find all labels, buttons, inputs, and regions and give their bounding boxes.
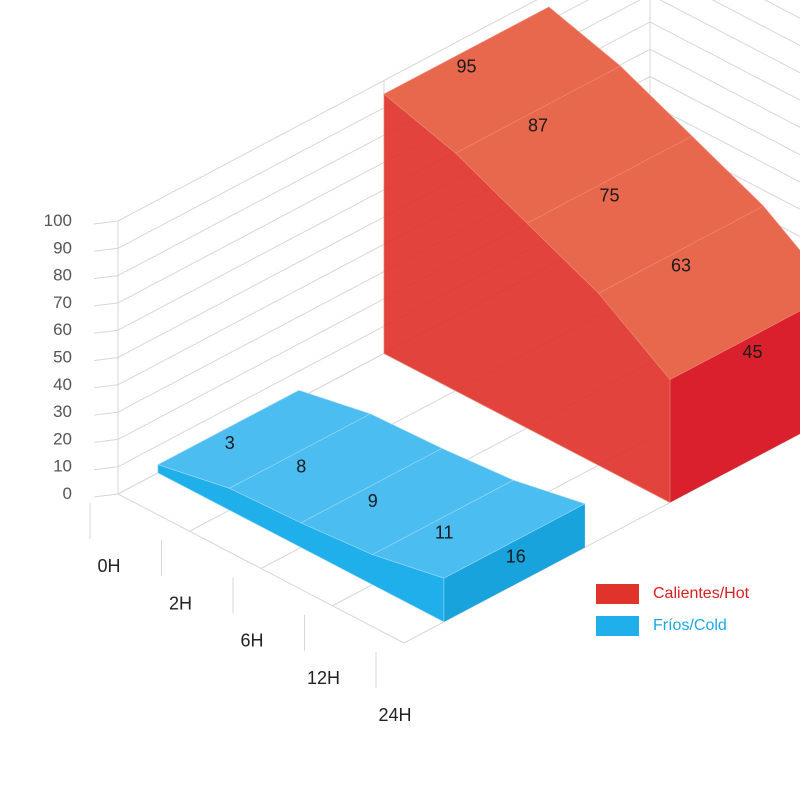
- cold-data-label: 11: [435, 523, 454, 543]
- ytick-mark: [93, 220, 119, 225]
- data-labels: 95 87 75 63 45 3 8 9 11 16: [225, 57, 763, 567]
- ytick-mark: [93, 247, 119, 252]
- ytick-label: 0: [63, 484, 72, 503]
- cold-data-label: 16: [506, 546, 526, 566]
- ytick-label: 100: [44, 211, 72, 230]
- cold-data-label: 9: [368, 491, 378, 511]
- legend-item-cold: Fríos/Cold: [596, 613, 796, 638]
- ytick-label: 40: [53, 375, 72, 394]
- legend-label-cold: Fríos/Cold: [653, 616, 727, 634]
- x-axis-ticks: 0H 2H 6H 12H 24H: [97, 556, 411, 725]
- xtick-label: 0H: [97, 556, 120, 576]
- hot-end-face: [670, 310, 800, 503]
- gridline-wall: [117, 0, 800, 222]
- ytick-label: 70: [53, 293, 72, 312]
- legend-swatch-cold: [596, 615, 639, 636]
- ytick-mark: [93, 493, 119, 498]
- legend-item-hot: Calientes/Hot: [596, 581, 796, 606]
- ytick-label: 50: [53, 348, 72, 367]
- ytick-mark: [93, 357, 119, 361]
- legend-swatch-hot: [596, 583, 639, 604]
- series-cold: [157, 389, 586, 623]
- cold-data-label: 8: [296, 456, 306, 476]
- hot-front-face: [383, 93, 671, 503]
- ytick-label: 90: [53, 238, 72, 257]
- ytick-mark: [93, 329, 119, 334]
- ytick-mark: [93, 466, 119, 471]
- ytick-mark: [93, 411, 119, 416]
- hot-data-label: 87: [528, 116, 548, 136]
- ytick-mark: [93, 384, 119, 389]
- ytick-label: 60: [53, 320, 72, 339]
- ytick-label: 80: [53, 266, 72, 285]
- ytick-label: 30: [53, 402, 72, 421]
- xtick-label: 12H: [307, 668, 340, 688]
- hot-data-label: 45: [742, 342, 762, 362]
- cold-end-face: [443, 503, 585, 622]
- series-hot: [383, 6, 800, 503]
- gridline-wall: [117, 0, 800, 249]
- gridline-wall: [117, 0, 800, 277]
- hot-data-label: 95: [456, 57, 476, 77]
- cold-data-label: 3: [225, 433, 235, 453]
- legend: Calientes/Hot Fríos/Cold: [596, 581, 796, 645]
- cold-front-face: [157, 464, 445, 623]
- ytick-mark: [93, 302, 119, 307]
- ytick-label: 20: [53, 429, 72, 448]
- xtick-label: 2H: [169, 593, 192, 613]
- ytick-label: 10: [53, 457, 72, 476]
- hot-data-label: 75: [599, 186, 619, 206]
- legend-label-hot: Calientes/Hot: [653, 584, 750, 602]
- xtick-label: 6H: [240, 631, 263, 651]
- ytick-mark: [93, 438, 119, 443]
- xtick-label: 24H: [378, 705, 411, 725]
- hot-data-label: 63: [671, 256, 691, 276]
- ytick-mark: [93, 275, 119, 280]
